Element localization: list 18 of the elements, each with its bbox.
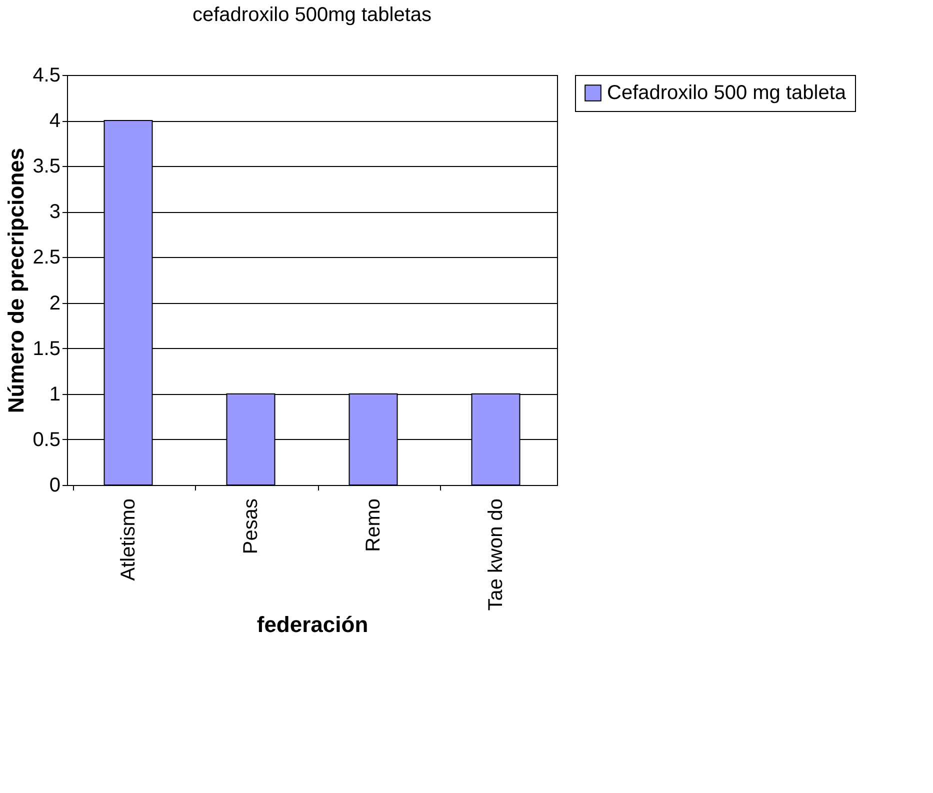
y-tick-label: 3 (49, 201, 60, 224)
y-tick-label: 4.5 (32, 64, 60, 86)
x-tick-label: Tae kwon do (484, 498, 507, 611)
y-tick-label: 2.5 (32, 246, 60, 269)
x-axis-title: federación (256, 612, 368, 637)
y-axis-title: Número de precripciones (4, 148, 29, 414)
x-tick-label: Pesas (240, 498, 262, 554)
y-tick-label: 2 (49, 292, 60, 314)
chart-title: cefadroxilo 500mg tabletas (192, 4, 432, 26)
y-tick-label: 0.5 (32, 428, 60, 451)
x-tick-label: Remo (362, 498, 384, 552)
x-tick-label: Atletismo (117, 498, 140, 581)
y-tick-label: 0 (49, 474, 60, 496)
legend-label: Cefadroxilo 500 mg tableta (607, 82, 847, 104)
y-tick-label: 4 (49, 110, 60, 132)
y-tick-label: 1 (49, 383, 60, 406)
y-tick-label: 1.5 (32, 338, 60, 360)
y-tick-label: 3.5 (32, 156, 60, 178)
